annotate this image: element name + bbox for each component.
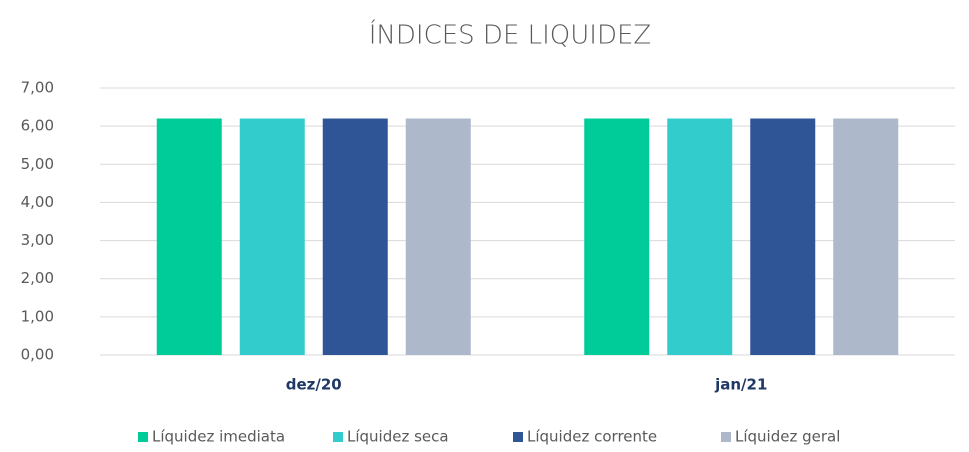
- y-tick-label: 3,00: [21, 231, 54, 249]
- legend-label: Líquidez corrente: [527, 428, 657, 446]
- y-tick-label: 0,00: [21, 346, 54, 364]
- y-tick-label: 1,00: [21, 307, 54, 325]
- legend-label: Líquidez seca: [347, 428, 449, 446]
- legend-swatch: [721, 432, 731, 442]
- bar: [750, 118, 816, 355]
- y-tick-label: 4,00: [21, 193, 54, 211]
- y-tick-label: 7,00: [21, 79, 54, 97]
- x-tick-label: jan/21: [714, 376, 767, 394]
- y-tick-label: 5,00: [21, 155, 54, 173]
- bar: [667, 118, 733, 355]
- x-tick-label: dez/20: [286, 376, 342, 394]
- bar: [833, 118, 899, 355]
- bar: [584, 118, 650, 355]
- chart-title: ÍNDICES DE LIQUIDEZ: [369, 19, 651, 51]
- bar: [156, 118, 222, 355]
- bar: [322, 118, 388, 355]
- bar: [405, 118, 471, 355]
- legend-swatch: [513, 432, 523, 442]
- legend-label: Líquidez geral: [735, 428, 840, 446]
- bar: [239, 118, 305, 355]
- legend-label: Líquidez imediata: [152, 428, 285, 446]
- legend-swatch: [333, 432, 343, 442]
- y-tick-label: 2,00: [21, 269, 54, 287]
- legend-swatch: [138, 432, 148, 442]
- y-tick-label: 6,00: [21, 117, 54, 135]
